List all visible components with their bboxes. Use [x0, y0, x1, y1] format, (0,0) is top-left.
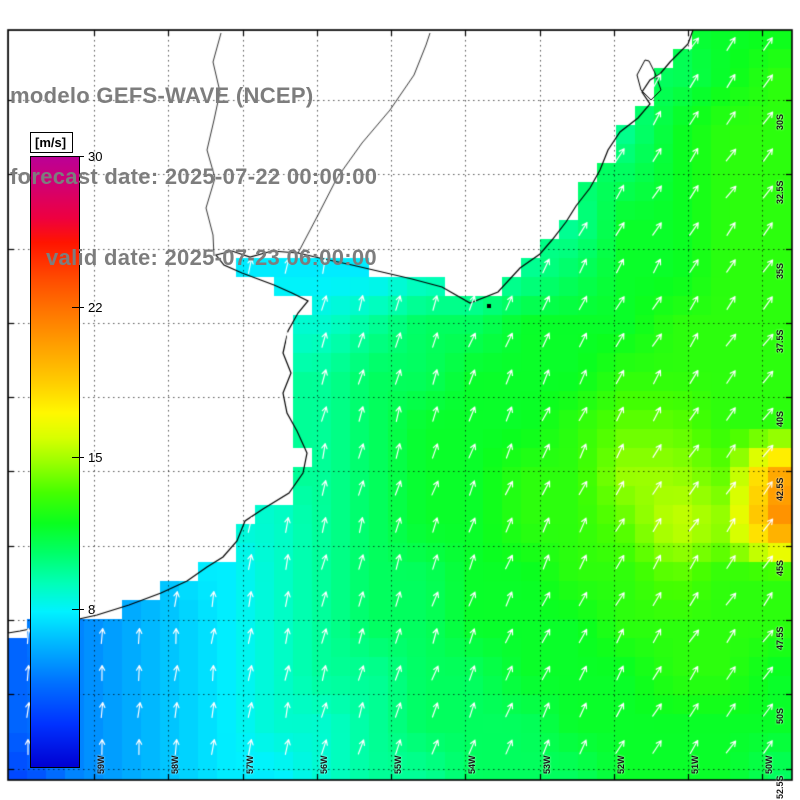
colorbar-tick-mark — [72, 608, 84, 610]
title-block: modelo GEFS-WAVE (NCEP) forecast date: 2… — [10, 28, 377, 325]
colorbar-unit-label: [m/s] — [30, 132, 74, 153]
lon-label: 50W — [764, 755, 774, 774]
colorbar-tick-label: 22 — [88, 299, 103, 315]
colorbar-tick-mark — [72, 156, 84, 157]
colorbar-tick-mark — [72, 457, 84, 459]
colorbar-tick-mark — [72, 306, 84, 308]
lat-label: 47.5S — [775, 626, 785, 650]
lat-label: 32.5S — [775, 180, 785, 204]
lon-label: 54W — [467, 755, 477, 774]
lon-label: 58W — [170, 755, 180, 774]
lon-label: 51W — [690, 755, 700, 774]
colorbar-tick-label: 8 — [88, 601, 96, 617]
lat-label: 40S — [775, 410, 785, 427]
lat-label: 37.5S — [775, 329, 785, 353]
lon-label: 55W — [393, 755, 403, 774]
lat-label: 35S — [775, 262, 785, 279]
lat-label: 50S — [775, 707, 785, 724]
colorbar-tick-label: 30 — [88, 149, 103, 164]
lon-label: 52W — [616, 755, 626, 774]
lon-label: 57W — [245, 755, 255, 774]
lon-label: 53W — [542, 755, 552, 774]
lat-label: 42.5S — [775, 477, 785, 501]
lon-label: 59W — [96, 755, 106, 774]
forecast-date-line: forecast date: 2025-07-22 00:00:00 — [10, 164, 378, 189]
lat-label: 30S — [775, 113, 785, 130]
valid-date-line: valid date: 2025-07-23 06:00:00 — [46, 245, 377, 270]
colorbar-gradient — [30, 156, 80, 768]
lat-label: 52.5S — [775, 775, 785, 799]
model-title: modelo GEFS-WAVE (NCEP) — [10, 83, 314, 108]
lat-label: 45S — [775, 559, 785, 576]
colorbar: [m/s] 30 22 15 8 — [30, 132, 150, 768]
lon-label: 56W — [319, 755, 329, 774]
colorbar-tick-label: 15 — [88, 450, 103, 466]
